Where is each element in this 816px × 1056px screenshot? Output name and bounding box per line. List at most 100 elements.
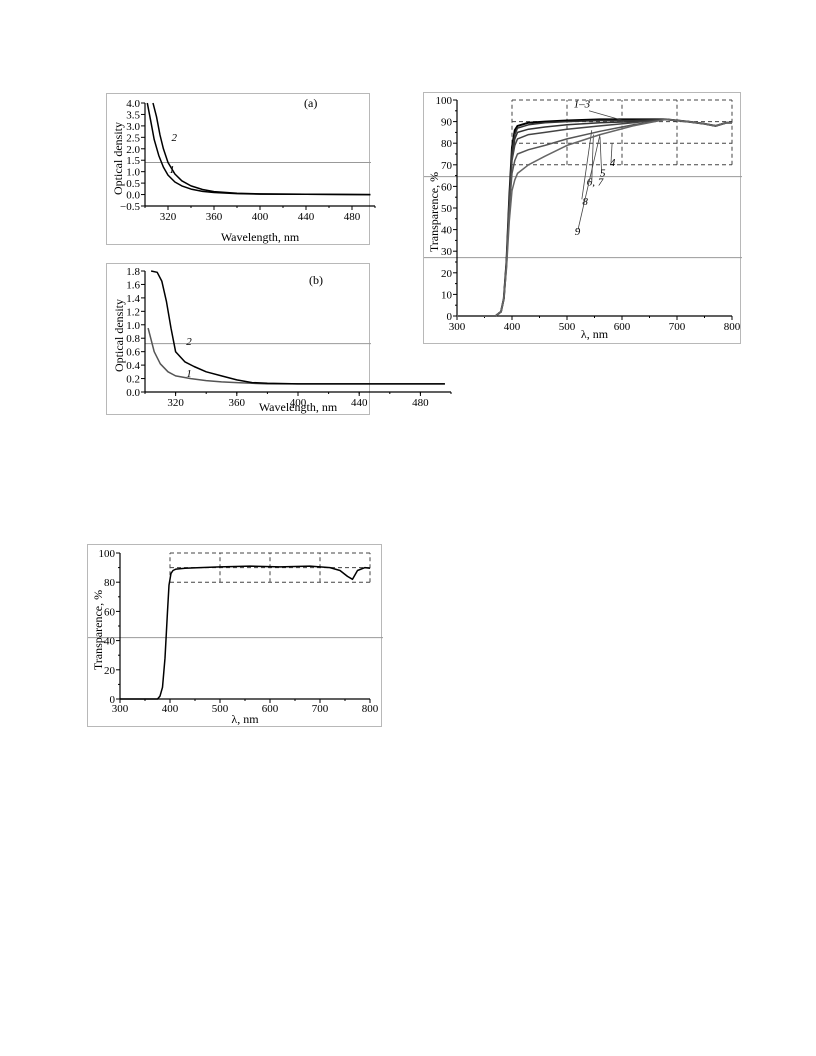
series-line-0 <box>120 565 371 700</box>
x-tick-label: 800 <box>724 321 741 333</box>
y-axis-label: Transparence, % <box>427 172 441 252</box>
x-tick-label: 400 <box>252 211 269 223</box>
x-tick-label: 320 <box>160 211 177 223</box>
panel-label: (a) <box>304 96 317 110</box>
y-tick-label: 1.5 <box>126 155 140 167</box>
curve-leader-line <box>599 136 603 174</box>
y-tick-label: 100 <box>99 548 116 560</box>
series-line-2 <box>152 102 371 196</box>
x-tick-label: 480 <box>344 211 361 223</box>
series-line-4 <box>457 118 732 317</box>
x-axis-label: λ, nm <box>231 712 259 726</box>
y-tick-label: 0.0 <box>126 387 140 399</box>
y-tick-label: 40 <box>441 225 453 237</box>
x-tick-label: 300 <box>449 321 466 333</box>
y-tick-label: 0.4 <box>126 360 140 372</box>
chart-d: 0 20 40 60 80 100 300 400 500 600 700 800 λ, nm Trans… <box>87 544 383 727</box>
y-tick-label: 20 <box>441 268 453 280</box>
y-tick-label: 4.0 <box>126 98 140 110</box>
chart-c-svg: 0 10 20 30 40 50 60 70 80 90 100 300 400 500 600 700 800… <box>424 95 742 341</box>
y-axis-label: Transparence, % <box>91 590 105 670</box>
chart-b-svg: 0.00.2 0.40.6 0.81.0 1.21.4 1.61.8 320 360 400 4… <box>112 266 452 414</box>
y-tick-label: 100 <box>436 95 453 107</box>
y-tick-label: 0 <box>447 311 453 323</box>
curve-label: 2 <box>171 132 177 144</box>
y-tick-label: 70 <box>441 160 453 172</box>
chart-b: 0.0 0.2 0.4 0.6 0.8 1.0 1.2 1.4 1.6 1.8 320 360 400 4… <box>106 263 452 415</box>
curve-label: 5 <box>600 168 606 180</box>
x-tick-label: 500 <box>559 321 576 333</box>
y-tick-label: 80 <box>441 138 453 150</box>
x-tick-label: 480 <box>412 397 429 409</box>
x-tick-label: 360 <box>206 211 223 223</box>
x-axis-label: λ, nm <box>581 327 609 341</box>
curve-label: 9 <box>575 226 581 238</box>
series-line-8 <box>457 118 732 317</box>
y-tick-label: 1.4 <box>126 293 140 305</box>
y-tick-label: 2.5 <box>126 132 140 144</box>
y-tick-label: 1.6 <box>126 279 140 291</box>
curve-leader-line <box>610 143 613 163</box>
y-tick-label: 0.2 <box>126 374 140 386</box>
chart-c: 0 10 20 30 40 50 60 70 80 90 100 300 400 500 600 700 800… <box>423 92 742 344</box>
y-tick-label: 50 <box>441 203 453 215</box>
x-tick-label: 400 <box>504 321 521 333</box>
chart-a: −0.5 0.0 0.5 1.0 1.5 2.0 2.5 3.0 3.5 4.0 320 360 400… <box>106 93 376 245</box>
series-line-1-3 <box>457 118 732 317</box>
y-tick-label: 10 <box>441 289 453 301</box>
y-tick-label: 1.0 <box>126 320 140 332</box>
y-tick-label: 60 <box>441 181 453 193</box>
y-tick-label: 90 <box>441 117 453 129</box>
curve-leader-line <box>577 134 601 230</box>
y-tick-label: 40 <box>104 636 116 648</box>
y-tick-label: 0.8 <box>126 333 140 345</box>
curve-leader-line <box>581 130 593 200</box>
series-line-2 <box>150 270 445 385</box>
chart-a-svg: −0.50.00.51.01.52.02.53.03.54.0 320 360 400… <box>111 96 376 244</box>
y-axis-label: Optical density <box>112 299 126 372</box>
curve-label: 1–3 <box>574 99 591 111</box>
y-axis-label: Optical density <box>111 122 125 195</box>
y-tick-label: 60 <box>104 606 116 618</box>
series-line-5 <box>457 118 732 317</box>
y-tick-label: 0 <box>110 694 116 706</box>
series-line-6--7 <box>457 118 732 317</box>
y-tick-label: 20 <box>104 665 116 677</box>
x-tick-label: 700 <box>312 703 329 715</box>
series-line-1 <box>146 102 371 196</box>
curve-label: 4 <box>610 157 616 169</box>
y-tick-label: 2.0 <box>126 144 140 156</box>
series-line-1 <box>147 327 445 385</box>
x-tick-label: 440 <box>298 211 315 223</box>
x-axis-label: Wavelength, nm <box>221 230 300 244</box>
x-tick-label: 400 <box>162 703 179 715</box>
y-tick-label: 3.0 <box>126 121 140 133</box>
x-tick-label: 600 <box>262 703 279 715</box>
x-tick-label: 700 <box>669 321 686 333</box>
y-tick-label: 30 <box>441 246 453 258</box>
series-line-9 <box>457 118 732 317</box>
y-tick-label: −0.5 <box>120 201 140 213</box>
curve-label: 6, 7 <box>587 176 604 188</box>
curve-leader-line <box>591 134 594 183</box>
curve-label: 8 <box>582 196 588 208</box>
y-tick-label: 0.0 <box>126 190 140 202</box>
x-tick-label: 320 <box>167 397 184 409</box>
curve-label: 1 <box>186 368 192 380</box>
chart-d-svg: 0 20 40 60 80 100 300 400 500 600 700 800 λ, nm Trans… <box>88 548 383 726</box>
x-tick-label: 300 <box>112 703 129 715</box>
x-tick-label: 600 <box>614 321 631 333</box>
y-tick-label: 1.0 <box>126 167 140 179</box>
x-tick-label: 440 <box>351 397 368 409</box>
x-tick-label: 400 <box>290 397 307 409</box>
y-tick-label: 0.6 <box>126 347 140 359</box>
y-tick-label: 0.5 <box>126 178 140 190</box>
x-axis-label: Wavelength, nm <box>259 400 338 414</box>
y-tick-label: 3.5 <box>126 109 140 121</box>
y-tick-label: 80 <box>104 577 116 589</box>
y-tick-label: 1.8 <box>126 266 140 278</box>
y-tick-label: 1.2 <box>126 306 140 318</box>
x-tick-label: 360 <box>229 397 246 409</box>
panel-label: (b) <box>309 273 323 287</box>
curve-leader-line <box>588 110 624 121</box>
